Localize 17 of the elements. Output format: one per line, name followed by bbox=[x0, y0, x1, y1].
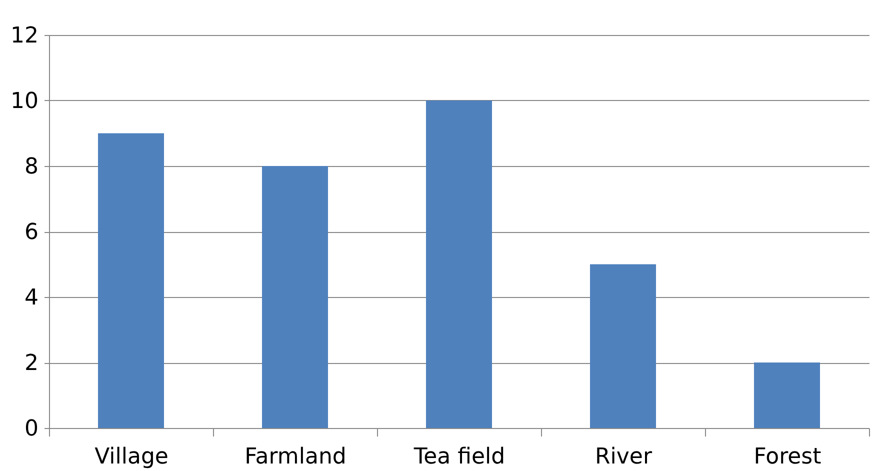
bar bbox=[590, 264, 656, 428]
x-tick-label: Village bbox=[94, 444, 168, 470]
y-tick-label: 10 bbox=[10, 89, 38, 114]
x-tick-label: Farmland bbox=[244, 444, 346, 470]
bar bbox=[754, 362, 820, 428]
bar bbox=[426, 100, 492, 428]
y-tick-label: 8 bbox=[24, 154, 38, 180]
x-tick-label: Tea field bbox=[412, 444, 506, 470]
x-tick-label: River bbox=[595, 444, 653, 470]
y-tick-label: 2 bbox=[24, 351, 38, 376]
bar bbox=[262, 166, 328, 428]
y-tick-label: 12 bbox=[10, 24, 38, 48]
bar bbox=[98, 133, 164, 428]
y-tick-label: 6 bbox=[24, 220, 38, 245]
x-tick-label: Forest bbox=[754, 444, 822, 470]
y-tick-label: 0 bbox=[24, 416, 38, 442]
y-tick-label: 4 bbox=[24, 286, 38, 310]
